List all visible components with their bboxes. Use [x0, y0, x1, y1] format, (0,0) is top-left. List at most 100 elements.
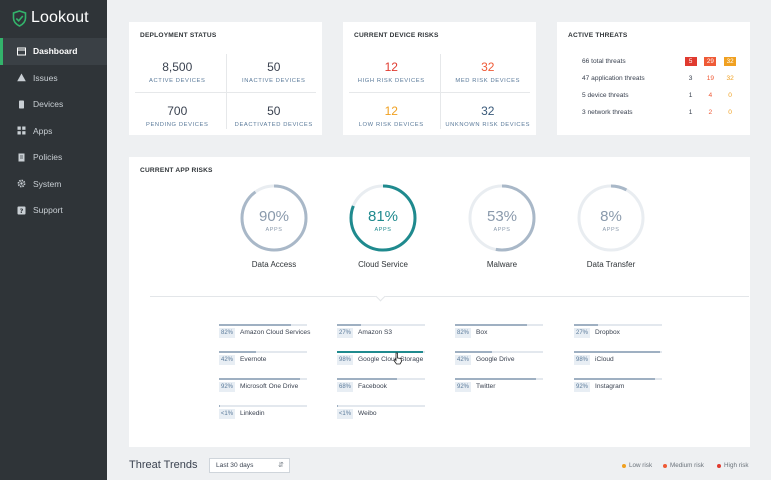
- stat-cell[interactable]: 12 HIGH RISK DEVICES: [343, 48, 440, 92]
- ring-arc: [349, 184, 417, 252]
- threat-med-cell: 2: [701, 109, 721, 116]
- app-risk-item[interactable]: 92% Instagram: [574, 378, 684, 392]
- legend-dot: [717, 463, 721, 468]
- sidebar-item-label: Apps: [33, 125, 53, 136]
- app-percent: 98%: [337, 355, 353, 365]
- threat-high-cell: 3: [681, 75, 701, 82]
- threat-low-count: 0: [728, 108, 732, 116]
- legend-dot: [622, 463, 626, 468]
- stat-value: 12: [384, 103, 398, 118]
- app-bar-fill: [219, 324, 292, 326]
- threat-med-cell: 19: [701, 75, 721, 82]
- threat-row[interactable]: 5 device threats 1 4 0: [582, 89, 740, 101]
- app-risk-item[interactable]: <1% Linkedin: [219, 405, 329, 419]
- app-bar-track: [219, 405, 307, 407]
- stat-cell[interactable]: 32 MED RISK DEVICES: [440, 48, 537, 92]
- stat-cell[interactable]: 700 PENDING DEVICES: [129, 92, 226, 136]
- sidebar-item-apps[interactable]: Apps: [0, 118, 107, 145]
- legend-item: Low risk: [622, 462, 652, 469]
- sidebar-item-devices[interactable]: Devices: [0, 91, 107, 118]
- stat-cell[interactable]: 32 UNKNOWN RISK DEVICES: [440, 92, 537, 136]
- app-bar-fill: [574, 351, 661, 353]
- app-risk-item[interactable]: 68% Facebook: [337, 378, 447, 392]
- app-name: Google Drive: [476, 356, 515, 363]
- legend-item: Medium risk: [663, 462, 704, 469]
- app-name: iCloud: [595, 356, 614, 363]
- app-bar-track: [219, 351, 307, 353]
- stat-cell[interactable]: 50 INACTIVE DEVICES: [226, 48, 323, 92]
- ring-data-access[interactable]: 90% APPS Data Access: [229, 183, 319, 269]
- app-name: Box: [476, 329, 488, 336]
- app-name: Linkedin: [240, 410, 265, 417]
- card-title: CURRENT DEVICE RISKS: [354, 32, 439, 39]
- threat-med-cell: 29: [701, 56, 721, 66]
- threat-row[interactable]: 47 application threats 3 19 32: [582, 72, 740, 84]
- stat-cell[interactable]: 12 LOW RISK DEVICES: [343, 92, 440, 136]
- legend-item: High risk: [717, 462, 749, 469]
- sidebar-item-label: Issues: [33, 72, 58, 83]
- app-risk-item[interactable]: 82% Box: [455, 324, 565, 338]
- threat-low-badge: 32: [724, 56, 737, 66]
- app-risks-card: CURRENT APP RISKS: [129, 157, 750, 447]
- app-risk-item[interactable]: 92% Twitter: [455, 378, 565, 392]
- app-name: Microsoft One Drive: [240, 383, 299, 390]
- sidebar-item-policies[interactable]: Policies: [0, 144, 107, 171]
- stat-value: 32: [481, 103, 495, 118]
- ring-chart: 90% APPS: [240, 184, 308, 252]
- divider: [135, 91, 316, 93]
- stat-value: 50: [267, 103, 281, 118]
- sidebar: Lookout Dashboard Issues Devices Apps Polici…: [0, 0, 107, 480]
- stat-cell[interactable]: 8,500 ACTIVE DEVICES: [129, 48, 226, 92]
- app-risk-item[interactable]: 98% iCloud: [574, 351, 684, 365]
- app-risk-item[interactable]: <1% Weibo: [337, 405, 447, 419]
- sidebar-item-issues[interactable]: Issues: [0, 65, 107, 92]
- sidebar-item-label: Devices: [33, 99, 64, 110]
- sidebar-item-dashboard[interactable]: Dashboard: [0, 38, 107, 65]
- stat-value: 12: [384, 60, 398, 74]
- ring-percent: 53%: [487, 208, 517, 225]
- svg-text:?: ?: [20, 207, 24, 215]
- app-bar-fill: [219, 351, 256, 353]
- policy-document-icon: [16, 152, 27, 163]
- ring-sub: APPS: [493, 227, 510, 233]
- threat-high-count: 3: [688, 74, 693, 82]
- threat-row[interactable]: 66 total threats 5 29 32: [582, 55, 740, 67]
- app-risk-item[interactable]: 42% Evernote: [219, 351, 329, 365]
- app-percent: 98%: [574, 355, 590, 365]
- stat-label: INACTIVE DEVICES: [242, 78, 306, 84]
- stat-label: LOW RISK DEVICES: [358, 121, 424, 128]
- app-risk-item[interactable]: 27% Dropbox: [574, 324, 684, 338]
- threat-low-cell: 32: [720, 56, 740, 66]
- ring-data-transfer[interactable]: 8% APPS Data Transfer: [566, 183, 656, 269]
- threat-label: 66 total threats: [582, 57, 626, 65]
- threat-low-cell: 0: [720, 109, 740, 116]
- app-risk-item[interactable]: 27% Amazon S3: [337, 324, 447, 338]
- app-bar-fill: [219, 378, 300, 380]
- sidebar-item-system[interactable]: System: [0, 171, 107, 198]
- app-name: Instagram: [595, 383, 625, 390]
- app-bar-track: [574, 324, 662, 326]
- app-name: Facebook: [358, 383, 387, 390]
- app-bar-fill: [337, 324, 361, 326]
- device-risks-card: CURRENT DEVICE RISKS 12 HIGH RISK DEVICES…: [343, 22, 536, 135]
- ring-chart: 53% APPS: [468, 184, 536, 252]
- app-risk-item[interactable]: 98% Google Cloud Storage: [337, 351, 447, 365]
- ring-cloud-service[interactable]: 81% APPS Cloud Service: [338, 183, 428, 269]
- threat-row[interactable]: 3 network threats 1 2 0: [582, 106, 740, 118]
- sidebar-item-label: Policies: [33, 152, 63, 163]
- device-icon: [16, 99, 27, 110]
- app-bar-fill: [574, 324, 598, 326]
- app-risk-item[interactable]: 42% Google Drive: [455, 351, 565, 365]
- app-name: Amazon S3: [358, 329, 393, 336]
- threat-trends-title: Threat Trends: [129, 459, 198, 471]
- stat-cell[interactable]: 50 DEACTIVATED DEVICES: [226, 92, 323, 136]
- app-risk-item[interactable]: 92% Microsoft One Drive: [219, 378, 329, 392]
- app-risk-item[interactable]: 82% Amazon Cloud Services: [219, 324, 329, 338]
- sidebar-item-support[interactable]: ? Support: [0, 197, 107, 224]
- app-percent: 42%: [219, 355, 235, 365]
- warning-icon: [16, 72, 27, 83]
- lookout-logo[interactable]: Lookout: [12, 9, 89, 27]
- date-range-select[interactable]: Last 30 days ⇵: [209, 458, 290, 473]
- ring-malware[interactable]: 53% APPS Malware: [457, 183, 547, 269]
- gear-icon: [16, 178, 27, 189]
